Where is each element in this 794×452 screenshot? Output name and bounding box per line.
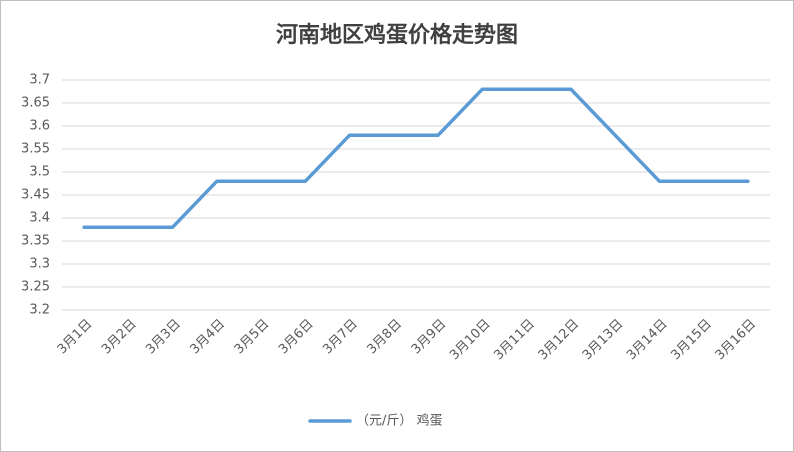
y-tick-label: 3.3	[29, 257, 50, 272]
y-tick-label: 3.25	[21, 280, 50, 295]
y-tick-label: 3.4	[29, 211, 50, 226]
y-tick-label: 3.5	[29, 165, 50, 180]
chart-title: 河南地区鸡蛋价格走势图	[276, 22, 518, 48]
y-tick-label: 3.7	[29, 73, 50, 88]
y-tick-label: 3.65	[21, 96, 50, 111]
y-tick-label: 3.6	[29, 119, 50, 134]
y-tick-label: 3.45	[21, 188, 50, 203]
series-line	[82, 87, 750, 229]
y-tick-label: 3.35	[21, 234, 50, 249]
y-tick-label: 3.2	[29, 303, 50, 318]
y-tick-label: 3.55	[21, 142, 50, 157]
legend-label: （元/斤） 鸡蛋	[356, 413, 443, 429]
